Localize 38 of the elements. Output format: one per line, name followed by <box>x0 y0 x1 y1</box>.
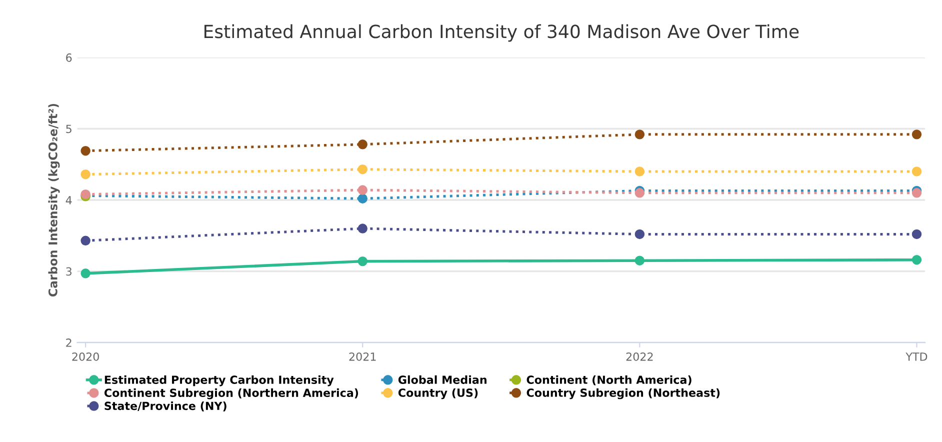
x-tick-label: 2022 <box>626 352 653 361</box>
y-tick-label: 6 <box>66 53 72 62</box>
y-tick-label: 3 <box>66 267 72 276</box>
point <box>358 164 368 174</box>
x-tick-label: YTD <box>906 352 928 361</box>
point <box>80 236 90 246</box>
point <box>634 188 645 198</box>
point <box>912 166 922 176</box>
x-tick-label: 2020 <box>72 352 99 361</box>
legend-label: Country (US) <box>398 388 478 400</box>
chart-title: Estimated Annual Carbon Intensity of 340 Madison Ave Over Time <box>204 24 799 42</box>
point <box>80 268 90 278</box>
y-tick-label: 5 <box>66 124 72 134</box>
y-axis-title: Carbon Intensity (kgCO₂e/ft²) <box>48 104 60 296</box>
y-tick-label: 2 <box>66 338 72 347</box>
point <box>358 224 368 234</box>
point <box>634 229 645 240</box>
point <box>358 256 368 266</box>
legend-label: Estimated Property Carbon Intensity <box>104 375 334 386</box>
point <box>80 169 90 180</box>
legend-label: State/Province (NY) <box>104 401 226 412</box>
point <box>80 146 90 156</box>
legend-label: Global Median <box>398 375 486 384</box>
point <box>912 255 922 265</box>
x-tick-label: 2021 <box>349 352 376 361</box>
point <box>912 229 922 240</box>
point <box>912 130 922 140</box>
point <box>634 166 645 176</box>
point <box>634 130 645 140</box>
point <box>358 185 368 195</box>
point <box>634 256 645 266</box>
legend-label: Continent Subregion (Northern America) <box>104 388 358 400</box>
point <box>358 194 368 204</box>
legend-label: Country Subregion (Northeast) <box>526 388 720 400</box>
legend-label: Continent (North America) <box>526 375 692 386</box>
point <box>358 140 368 150</box>
y-tick-label: 4 <box>66 196 72 204</box>
point <box>912 188 922 198</box>
